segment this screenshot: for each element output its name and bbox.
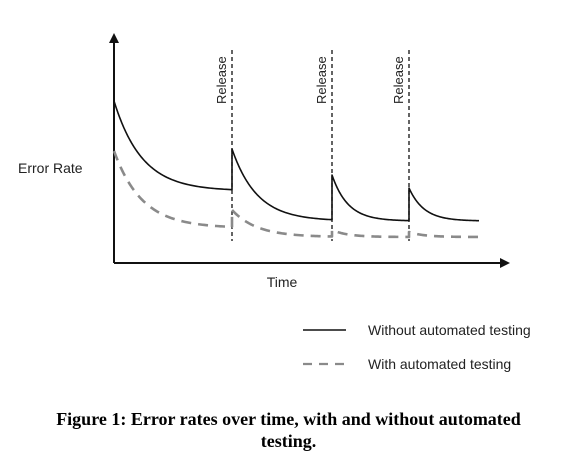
- caption-line-1: Figure 1: Error rates over time, with an…: [56, 409, 521, 429]
- release-label-2: Release: [314, 56, 329, 104]
- caption-line-2: testing.: [260, 431, 317, 451]
- release-markers: Release Release Release: [214, 50, 410, 241]
- release-label-1: Release: [214, 56, 229, 104]
- legend-label-without: Without automated testing: [368, 322, 531, 338]
- y-axis-label: Error Rate: [18, 160, 83, 176]
- legend-label-with: With automated testing: [368, 356, 511, 372]
- x-axis-label: Time: [267, 274, 298, 290]
- series-with-automated-testing: [112, 150, 480, 239]
- series-lines: [112, 100, 480, 239]
- figure-caption: Figure 1: Error rates over time, with an…: [0, 408, 577, 452]
- series-without-automated-testing: [113, 100, 480, 222]
- release-label-3: Release: [391, 56, 406, 104]
- legend: Without automated testing With automated…: [303, 322, 531, 372]
